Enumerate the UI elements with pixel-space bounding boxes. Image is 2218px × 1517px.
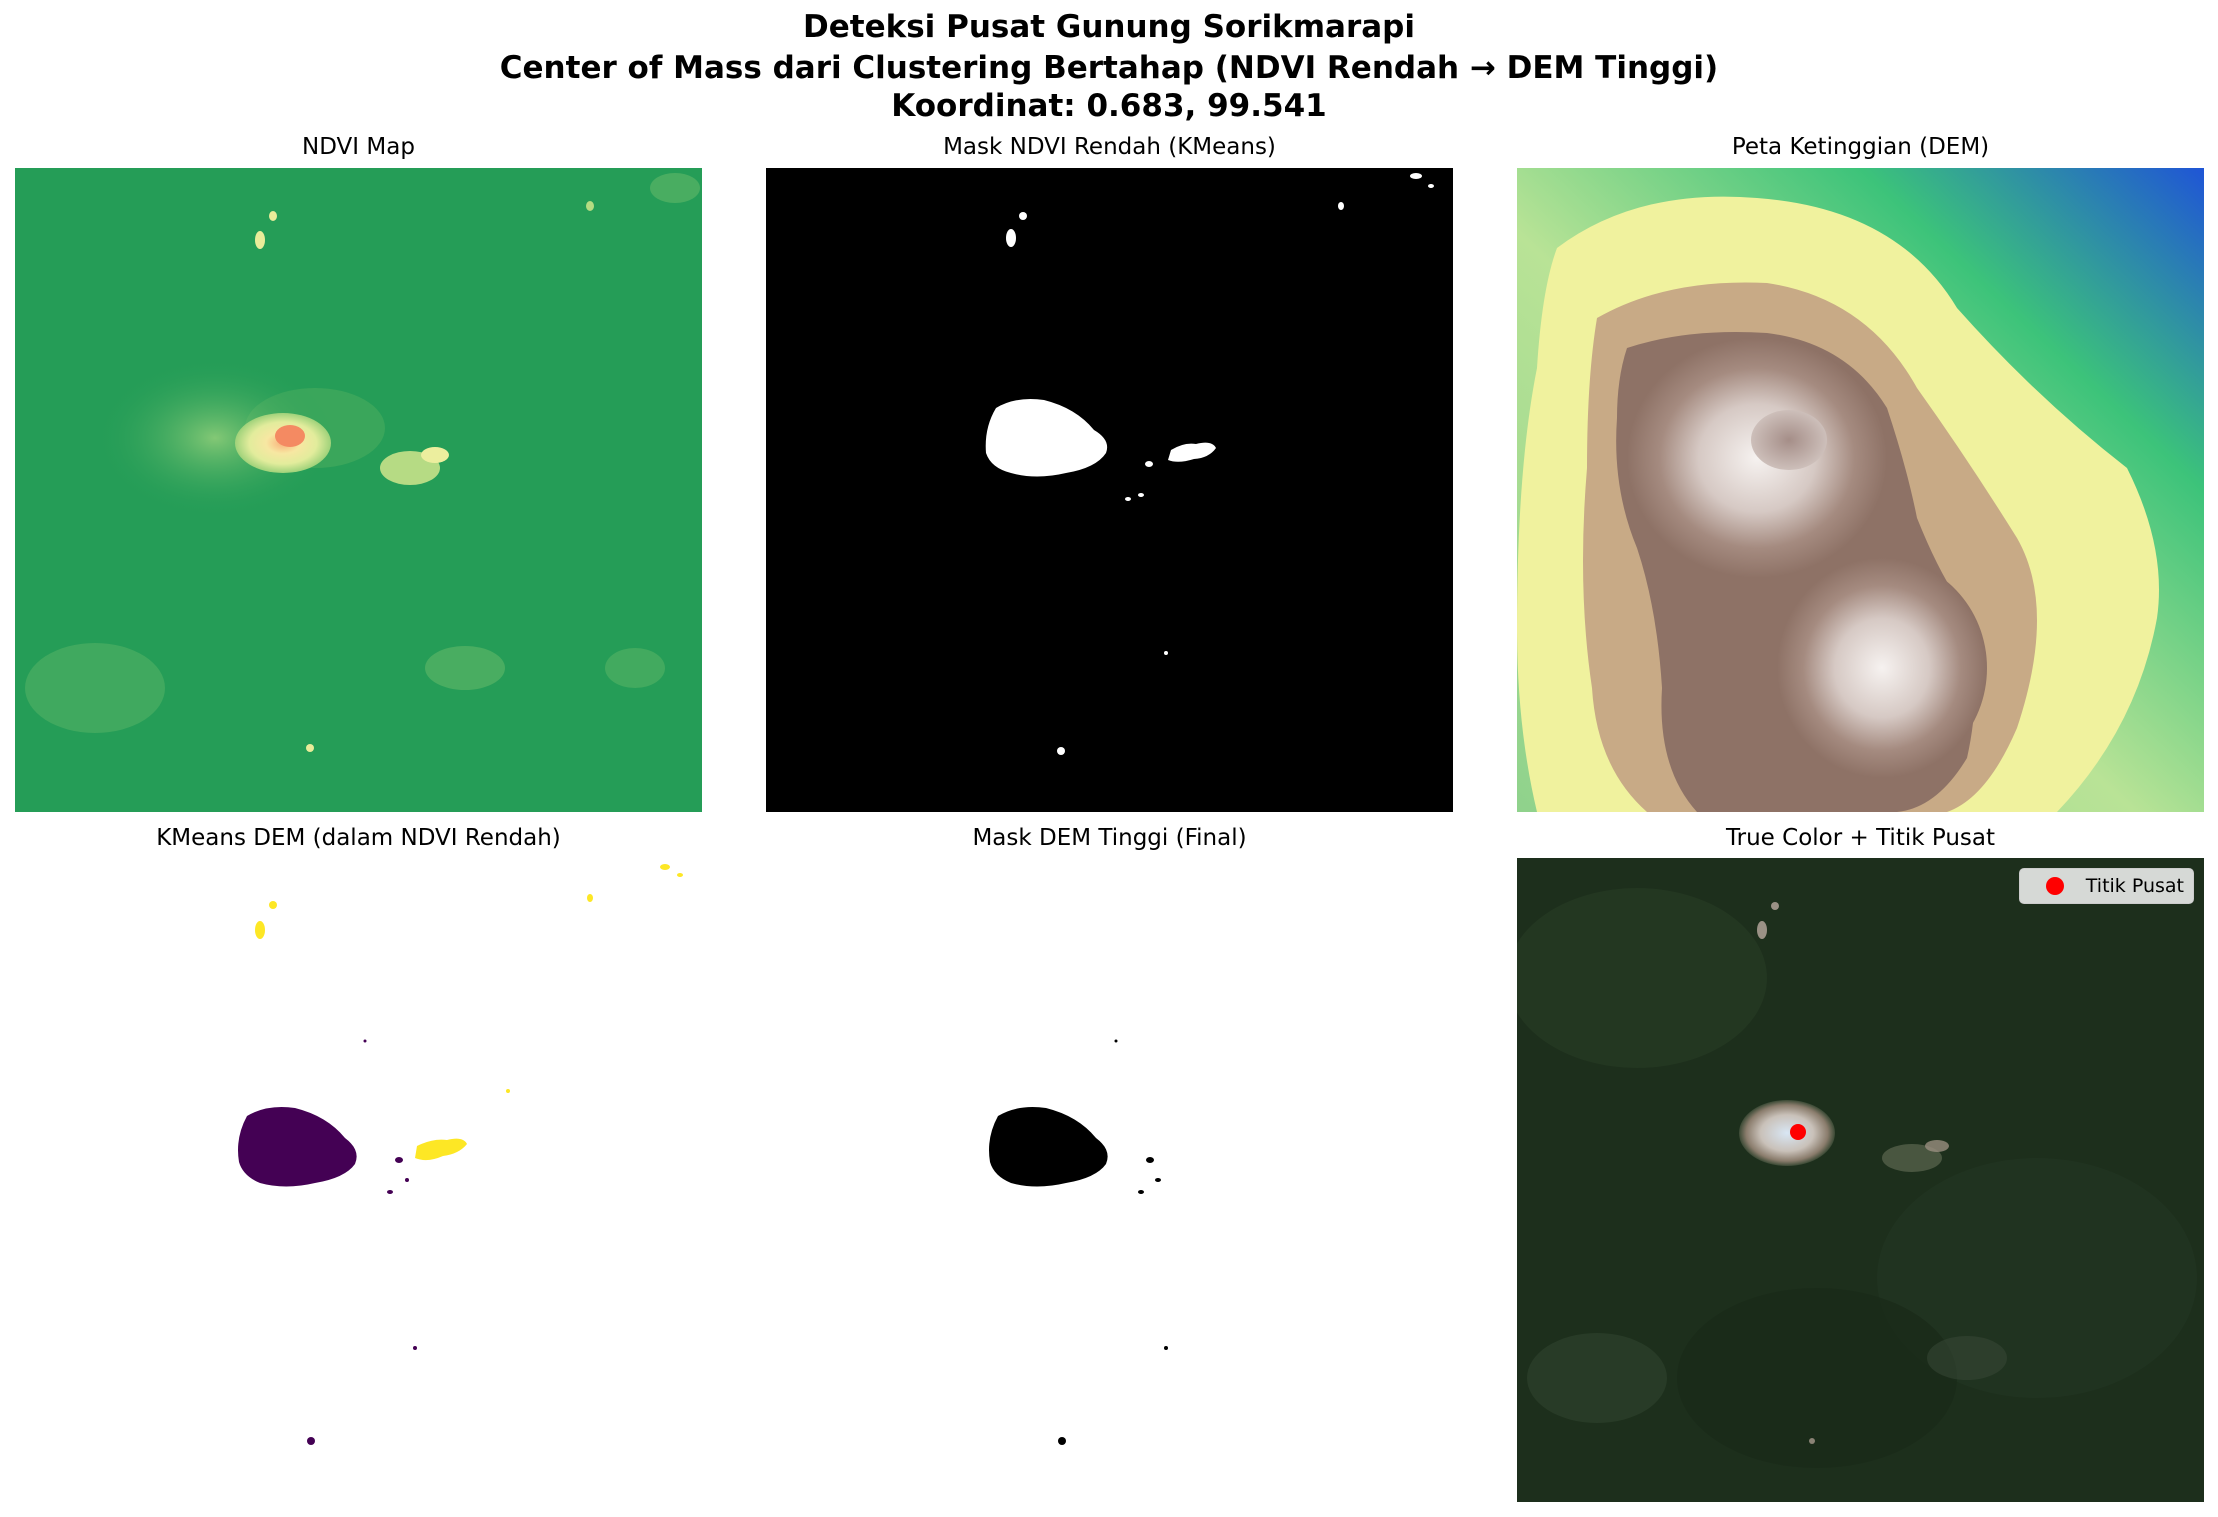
legend: Titik Pusat [2018, 868, 2194, 904]
dem-mask-title: Mask DEM Tinggi (Final) [972, 825, 1247, 851]
kmeans-dem-title: KMeans DEM (dalam NDVI Rendah) [156, 825, 561, 851]
legend-label: Titik Pusat [2085, 875, 2184, 897]
dem-high-mask-image [766, 858, 1453, 1502]
dem-map-title: Peta Ketinggian (DEM) [1731, 134, 1990, 160]
figure-title-line3: Koordinat: 0.683, 99.541 [891, 88, 1327, 124]
legend-marker [2045, 877, 2064, 895]
center-point-marker [1790, 1124, 1806, 1140]
kmeans-dem-image [15, 858, 702, 1502]
ndvi-low-mask-image [766, 168, 1453, 812]
true-color-image: Titik Pusat [1517, 858, 2204, 1502]
ndvi-map-title: NDVI Map [302, 134, 415, 160]
ndvi-mask-title: Mask NDVI Rendah (KMeans) [943, 134, 1276, 160]
ndvi-map-image [15, 168, 702, 812]
true-color-title: True Color + Titik Pusat [1725, 825, 1995, 851]
figure-title-line1: Deteksi Pusat Gunung Sorikmarapi [803, 9, 1415, 45]
figure-title-line2: Center of Mass dari Clustering Bertahap … [499, 50, 1719, 86]
dem-elevation-image [1517, 168, 2204, 812]
